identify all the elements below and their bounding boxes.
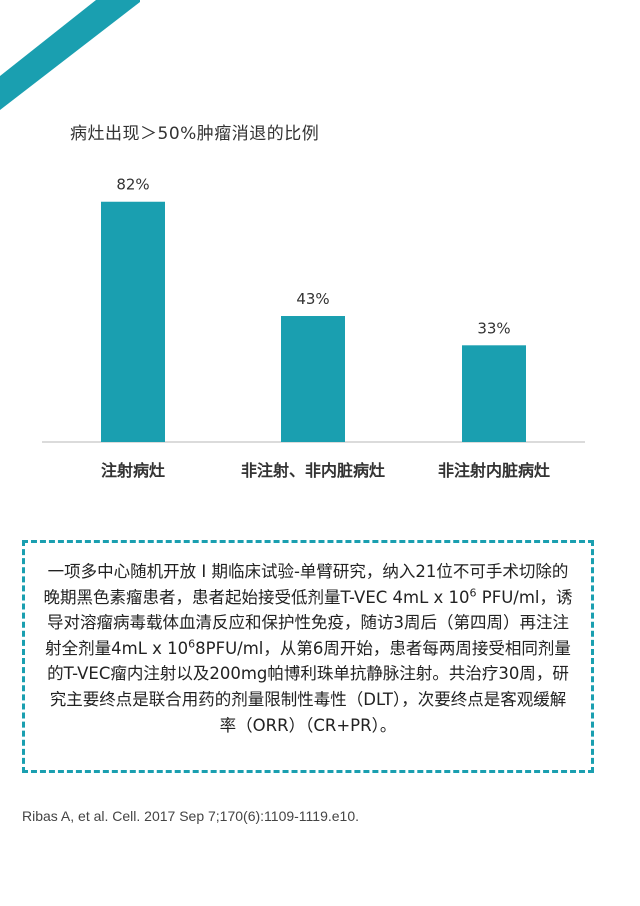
category-label-3: 非注射内脏病灶 [438,461,550,480]
bar-value-label-1: 82% [116,176,149,194]
category-label-2: 非注射、非内脏病灶 [241,461,385,480]
bar-3 [462,345,526,442]
category-label-1: 注射病灶 [101,461,165,480]
description-part-3: 8PFU/ml，从第6周开始，患者每两周接受相同剂量的T-VEC瘤内注射以及20… [47,638,571,735]
description-box: 一项多中心随机开放 I 期临床试验-单臂研究，纳入21位不可手术切除的晚期黑色素… [22,540,594,773]
bar-chart: 82% 注射病灶 43% 非注射、非内脏病灶 33% 非注射内脏病灶 [42,176,585,480]
description-part-2: PFU/ml，诱导对溶瘤病毒载体血清反应和保护性免疫，随访3周后（第四周）再注注… [45,587,573,658]
bar-2 [281,316,345,442]
citation: Ribas A, et al. Cell. 2017 Sep 7;170(6):… [22,808,360,824]
description-part-1: 一项多中心随机开放 I 期临床试验-单臂研究，纳入21位不可手术切除的晚期黑色素… [43,562,569,607]
description-superscript-2: 6 [188,637,196,651]
bar-1 [101,201,165,442]
chart-title: 病灶出现＞50%肿瘤消退的比例 [70,124,320,144]
description-text: 一项多中心随机开放 I 期临床试验-单臂研究，纳入21位不可手术切除的晚期黑色素… [43,559,573,738]
bar-value-label-2: 43% [296,290,329,308]
description-superscript-1: 6 [469,586,477,600]
corner-decoration [0,0,140,110]
bar-value-label-3: 33% [477,319,510,337]
